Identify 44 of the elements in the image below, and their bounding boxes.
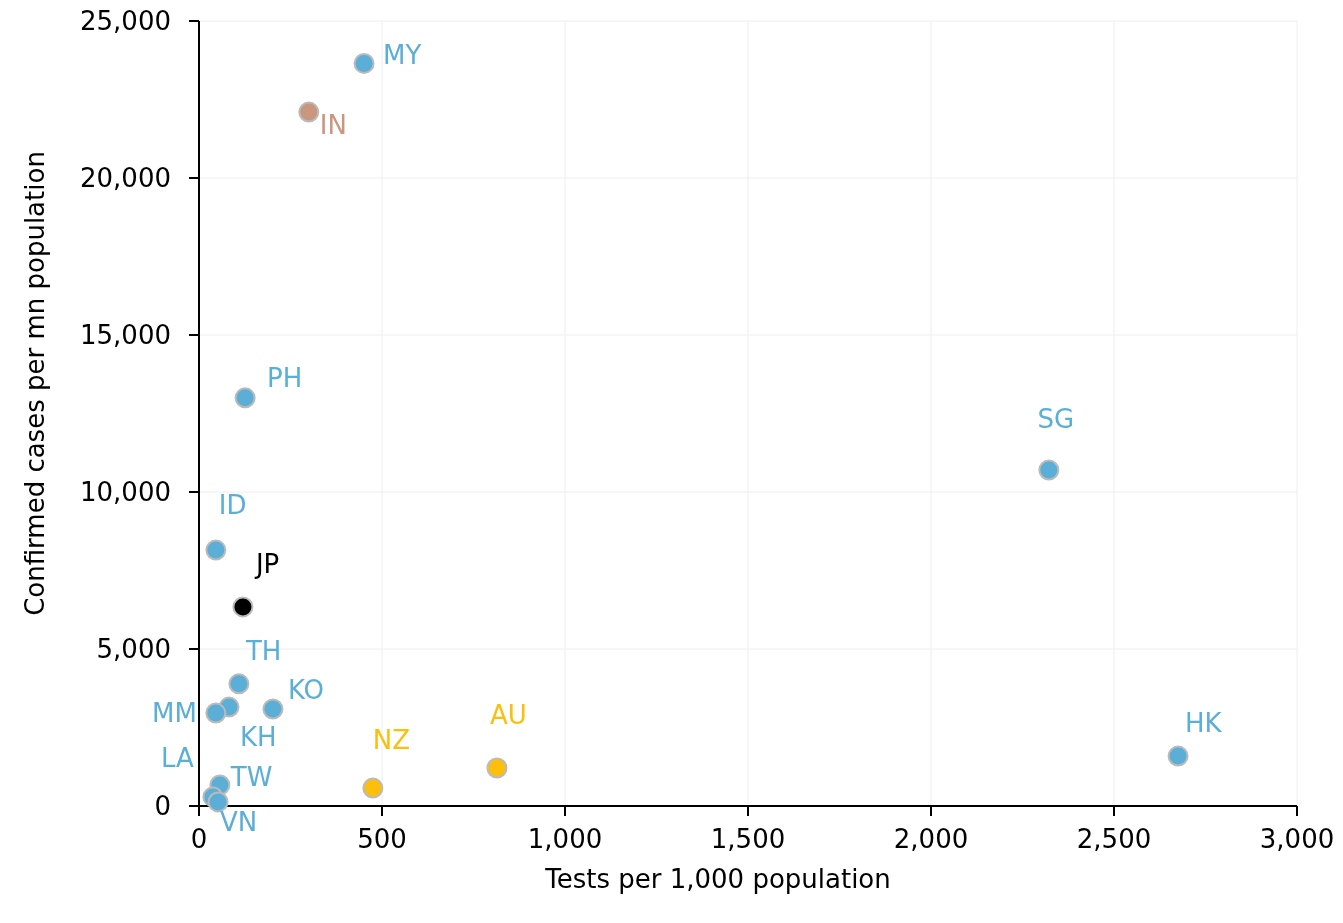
- data-label: KO: [287, 675, 325, 706]
- point: [205, 702, 227, 724]
- data-label: MM: [151, 698, 197, 729]
- x-tick-label: 0: [190, 824, 208, 854]
- y-tick-label: 20,000: [80, 163, 171, 194]
- point: [486, 757, 508, 779]
- data-label: PH: [267, 362, 303, 393]
- data-label: LA: [161, 742, 195, 773]
- data-label: ID: [218, 490, 247, 521]
- y-axis-title: Confirmed cases per mn population: [20, 151, 50, 616]
- point: [205, 539, 227, 561]
- x-tick-label: 2,500: [1076, 824, 1152, 854]
- data-label: MY: [383, 40, 422, 71]
- x-tick-label: 1,500: [710, 824, 786, 854]
- data-label: IN: [319, 110, 347, 141]
- point: [232, 596, 254, 618]
- data-label: VN: [220, 807, 258, 838]
- data-label: TW: [229, 762, 273, 793]
- point: [262, 698, 284, 720]
- x-tick-label: 3,000: [1259, 824, 1335, 854]
- y-tick-label: 5,000: [96, 634, 171, 665]
- data-label: JP: [253, 549, 280, 580]
- data-label: TH: [244, 635, 282, 666]
- point: [353, 52, 375, 74]
- x-axis-title: Tests per 1,000 population: [544, 864, 891, 894]
- x-tick-label: 2,000: [893, 824, 969, 854]
- point: [362, 777, 384, 799]
- point: [228, 673, 250, 695]
- data-label: KH: [240, 722, 277, 753]
- x-tick-label: 1,000: [527, 824, 603, 854]
- point: [298, 101, 320, 123]
- y-tick-label: 0: [154, 791, 171, 822]
- point: [1167, 745, 1189, 767]
- point: [1038, 459, 1060, 481]
- data-label: SG: [1037, 404, 1075, 435]
- x-tick-label: 500: [357, 824, 407, 854]
- point: [234, 387, 256, 409]
- y-tick-label: 15,000: [80, 320, 171, 351]
- data-label: AU: [489, 700, 527, 731]
- point: [207, 791, 229, 813]
- y-tick-label: 25,000: [80, 6, 171, 37]
- data-label: HK: [1185, 708, 1223, 739]
- data-label: NZ: [372, 725, 411, 756]
- y-tick-label: 10,000: [80, 477, 171, 508]
